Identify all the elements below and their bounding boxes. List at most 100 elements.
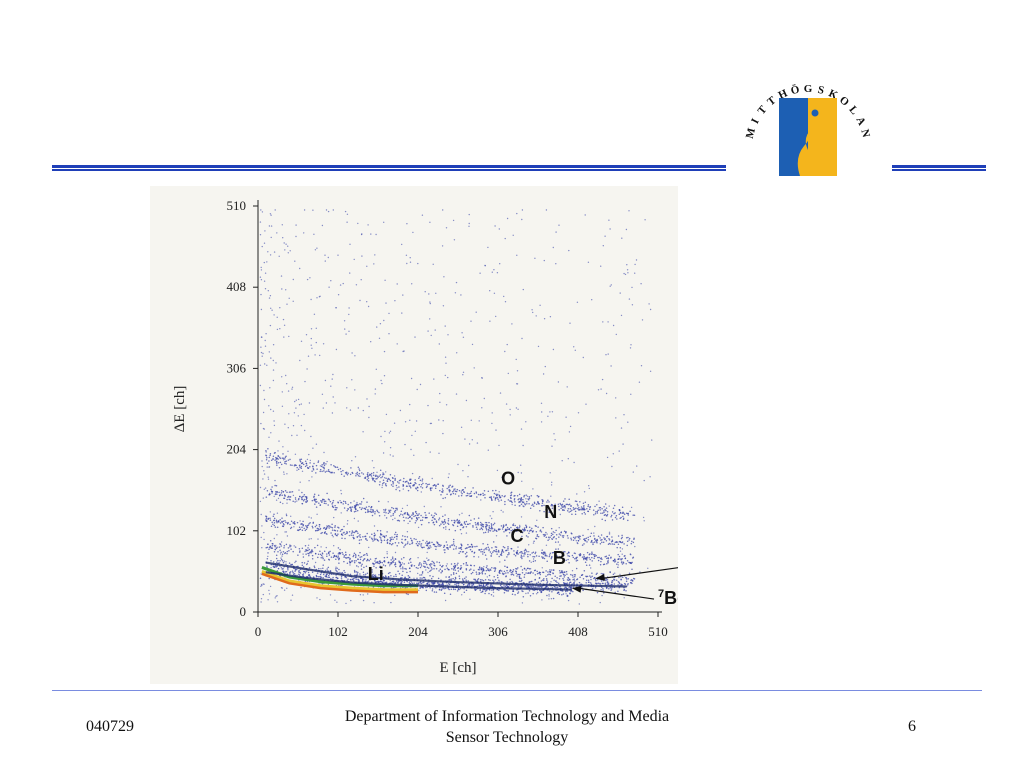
data-point xyxy=(452,588,455,591)
data-point xyxy=(611,543,614,545)
data-point xyxy=(498,579,500,581)
data-point xyxy=(548,538,550,540)
data-point xyxy=(291,388,293,390)
data-point xyxy=(554,555,557,558)
data-point xyxy=(480,524,483,527)
data-point xyxy=(345,502,347,505)
data-point xyxy=(281,560,284,562)
data-point xyxy=(563,551,565,553)
data-point xyxy=(403,581,406,583)
data-point xyxy=(603,537,605,539)
data-point xyxy=(552,551,555,554)
data-point xyxy=(300,586,302,589)
data-point xyxy=(475,523,477,526)
data-point xyxy=(516,550,519,552)
data-point xyxy=(510,529,512,532)
data-point xyxy=(381,486,383,489)
data-point xyxy=(393,559,395,562)
data-point xyxy=(617,541,619,543)
data-point xyxy=(285,455,287,458)
data-point xyxy=(327,210,330,213)
data-point xyxy=(508,532,511,534)
data-point xyxy=(333,555,336,558)
data-point xyxy=(498,228,500,230)
data-point xyxy=(490,528,493,530)
data-point xyxy=(407,593,409,596)
data-point xyxy=(501,550,504,552)
data-point xyxy=(335,534,338,537)
data-point xyxy=(504,585,507,588)
data-point xyxy=(385,517,388,519)
data-point xyxy=(525,572,527,574)
data-point xyxy=(554,575,556,578)
data-point xyxy=(390,601,392,604)
data-point xyxy=(535,555,538,557)
data-point xyxy=(435,484,437,487)
data-point xyxy=(555,231,557,233)
data-point xyxy=(594,505,596,508)
data-point xyxy=(304,529,307,532)
data-point xyxy=(580,508,582,510)
data-point xyxy=(522,288,524,291)
data-point xyxy=(270,225,273,227)
data-point xyxy=(409,487,412,489)
data-point xyxy=(306,458,309,461)
data-point xyxy=(479,584,481,586)
data-point xyxy=(447,548,449,550)
data-point xyxy=(481,591,484,593)
data-point xyxy=(292,300,294,302)
data-point xyxy=(292,425,295,427)
data-point xyxy=(294,523,296,525)
data-point xyxy=(264,339,266,342)
data-point xyxy=(290,545,292,547)
data-point xyxy=(342,503,344,505)
data-point xyxy=(355,578,357,581)
data-point xyxy=(301,503,304,505)
data-point xyxy=(323,464,326,467)
data-point xyxy=(384,514,386,517)
data-point xyxy=(403,546,405,548)
data-point xyxy=(275,547,278,550)
data-point xyxy=(393,422,396,424)
data-point xyxy=(596,582,598,585)
data-point xyxy=(295,235,297,238)
data-point xyxy=(566,534,569,537)
data-point xyxy=(267,290,269,292)
x-tick-label: 102 xyxy=(328,624,348,639)
data-point xyxy=(601,518,603,521)
data-point xyxy=(505,524,507,527)
data-point xyxy=(335,576,337,579)
data-point xyxy=(507,549,509,551)
data-point xyxy=(325,527,328,530)
data-point xyxy=(327,256,329,259)
data-point xyxy=(413,484,415,487)
data-point xyxy=(452,543,455,545)
data-point xyxy=(413,537,415,540)
data-point xyxy=(415,482,417,485)
data-point xyxy=(553,579,555,582)
data-point xyxy=(383,539,386,541)
data-point xyxy=(491,527,494,530)
data-point xyxy=(494,578,497,581)
data-point xyxy=(505,572,507,574)
data-point xyxy=(496,496,499,499)
data-point xyxy=(300,458,303,461)
data-point xyxy=(583,555,585,558)
data-point xyxy=(441,588,443,590)
data-point xyxy=(298,569,300,572)
data-point xyxy=(487,246,489,249)
data-point xyxy=(403,556,405,559)
data-point xyxy=(310,517,312,519)
data-point xyxy=(550,484,553,486)
data-point xyxy=(290,515,292,517)
data-point xyxy=(356,501,358,504)
data-point xyxy=(448,528,451,531)
data-point xyxy=(350,599,352,602)
data-point xyxy=(289,544,291,546)
data-point xyxy=(283,560,286,562)
data-point xyxy=(261,547,263,549)
data-point xyxy=(328,471,331,473)
data-point xyxy=(389,479,392,482)
data-point xyxy=(487,569,489,571)
data-point xyxy=(465,576,467,578)
